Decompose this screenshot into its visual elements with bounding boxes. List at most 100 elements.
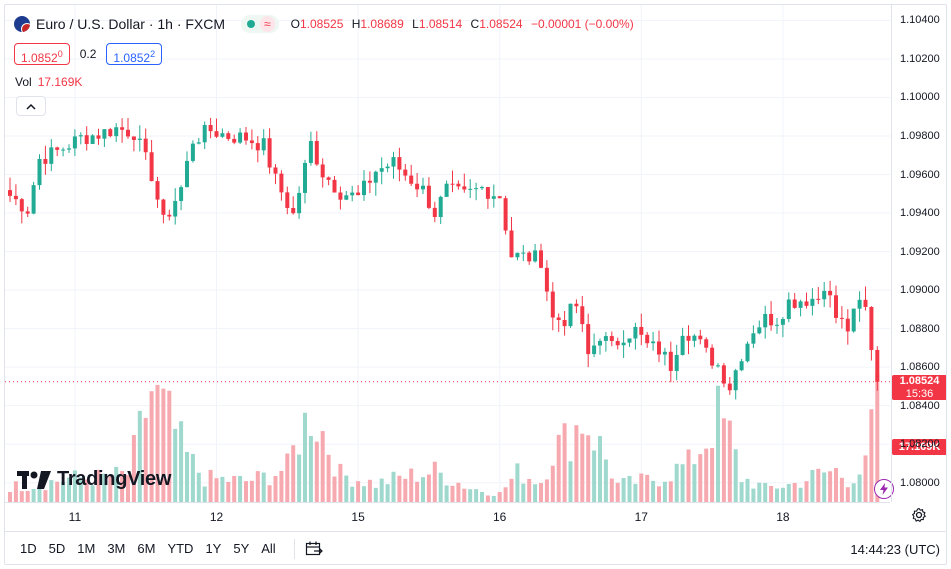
volume-bar <box>521 483 526 502</box>
range-button-1y[interactable]: 1Y <box>205 541 222 556</box>
candle <box>238 128 243 145</box>
candle-body <box>562 320 567 327</box>
time-axis-label: 16 <box>493 510 507 524</box>
time-axis[interactable]: 11 12 15 16 17 18 <box>5 502 890 530</box>
volume-bar <box>539 483 543 502</box>
candle <box>279 170 284 201</box>
volume-bar <box>775 488 779 502</box>
volume-bar <box>8 491 12 502</box>
symbol-title[interactable]: Euro / U.S. Dollar · 1h · FXCM <box>36 16 226 32</box>
candle <box>727 377 732 395</box>
current-price-value: 1.08524 <box>899 374 940 387</box>
candle <box>586 313 591 368</box>
volume-bar <box>297 454 302 502</box>
candle-body <box>727 383 732 391</box>
range-button-ytd[interactable]: YTD <box>167 541 194 556</box>
candle <box>603 332 608 352</box>
candle <box>822 282 827 308</box>
lightning-icon[interactable] <box>874 479 894 499</box>
range-button-5y[interactable]: 5Y <box>233 541 250 556</box>
utc-clock[interactable]: 14:44:23 (UTC) <box>850 541 940 557</box>
volume-bar <box>474 489 479 502</box>
candle-body <box>149 152 154 182</box>
candle-body <box>326 177 331 180</box>
time-axis-label: 17 <box>634 510 648 524</box>
range-button-1d[interactable]: 1D <box>20 541 37 556</box>
volume-bar <box>645 474 650 502</box>
candle-body <box>415 183 420 190</box>
candle <box>31 181 36 215</box>
candle-body <box>126 129 130 137</box>
volume-bar <box>680 464 685 502</box>
candle-body <box>297 192 302 214</box>
candle-body <box>556 317 561 321</box>
candle <box>226 131 231 141</box>
volume-bar <box>745 478 750 502</box>
candle-body <box>179 187 184 201</box>
collapse-legend-button[interactable] <box>16 96 46 116</box>
toolbar-divider <box>293 539 295 559</box>
candle <box>810 288 815 316</box>
gear-icon[interactable] <box>910 506 928 524</box>
candle <box>633 322 638 350</box>
candle-body <box>373 171 378 183</box>
tradingview-watermark[interactable]: TradingView <box>17 468 171 491</box>
candle-body <box>185 160 189 188</box>
candle-body <box>338 192 343 200</box>
volume-bar <box>173 428 178 502</box>
market-status[interactable]: ≈ <box>241 15 279 33</box>
buy-button[interactable]: 1.08522 <box>106 43 163 65</box>
volume-bar <box>344 475 349 502</box>
candle <box>244 126 248 145</box>
candle <box>662 347 667 366</box>
candle <box>621 330 626 359</box>
candle <box>509 217 514 258</box>
candle <box>845 309 850 345</box>
volume-bar <box>273 475 278 502</box>
candle-body <box>238 132 243 143</box>
volume-bar <box>727 420 732 502</box>
volume-bar <box>485 495 490 502</box>
price-scale-label: 1.10000 <box>900 91 940 104</box>
candle <box>49 139 54 172</box>
candle-body <box>485 187 490 199</box>
range-button-3m[interactable]: 3M <box>107 541 126 556</box>
volume-bar <box>533 484 538 502</box>
candle <box>126 118 130 139</box>
volume-bar <box>409 468 414 502</box>
candle-body <box>267 138 272 168</box>
range-button-5d[interactable]: 5D <box>48 541 66 556</box>
volume-legend[interactable]: Vol 17.169K <box>15 75 82 89</box>
range-button-1m[interactable]: 1M <box>77 541 96 556</box>
candle <box>780 317 785 338</box>
volume-bar <box>627 475 632 502</box>
candle-body <box>167 214 172 217</box>
volume-bar <box>668 481 673 502</box>
volume-bar <box>432 461 437 502</box>
symbol-legend[interactable]: Euro / U.S. Dollar · 1h · FXCM ≈ O1.0852… <box>14 13 639 35</box>
range-button-6m[interactable]: 6M <box>137 541 156 556</box>
candle <box>592 333 597 358</box>
price-plot[interactable] <box>5 5 890 502</box>
candle <box>273 164 278 185</box>
candle <box>786 292 791 323</box>
sell-button[interactable]: 1.08520 <box>14 43 70 65</box>
candle <box>544 260 549 302</box>
candle <box>78 132 83 145</box>
candles <box>8 117 880 400</box>
candle-body <box>721 365 726 384</box>
candle-body <box>839 317 844 319</box>
candle <box>704 337 709 353</box>
close-label: C <box>470 17 480 31</box>
candle-body <box>55 147 60 150</box>
candle-body <box>8 190 12 196</box>
price-scale[interactable]: 1.08524 15:36 17.169K 1.10400 1.10200 1.10… <box>891 5 946 502</box>
low-value: 1.08514 <box>418 17 463 31</box>
candle-body <box>31 185 36 214</box>
candle <box>421 177 425 195</box>
volume-bar <box>403 478 408 502</box>
candle <box>8 177 12 202</box>
candle <box>462 173 467 193</box>
range-button-all[interactable]: All <box>261 541 276 556</box>
calendar-goto-icon[interactable] <box>303 538 325 560</box>
